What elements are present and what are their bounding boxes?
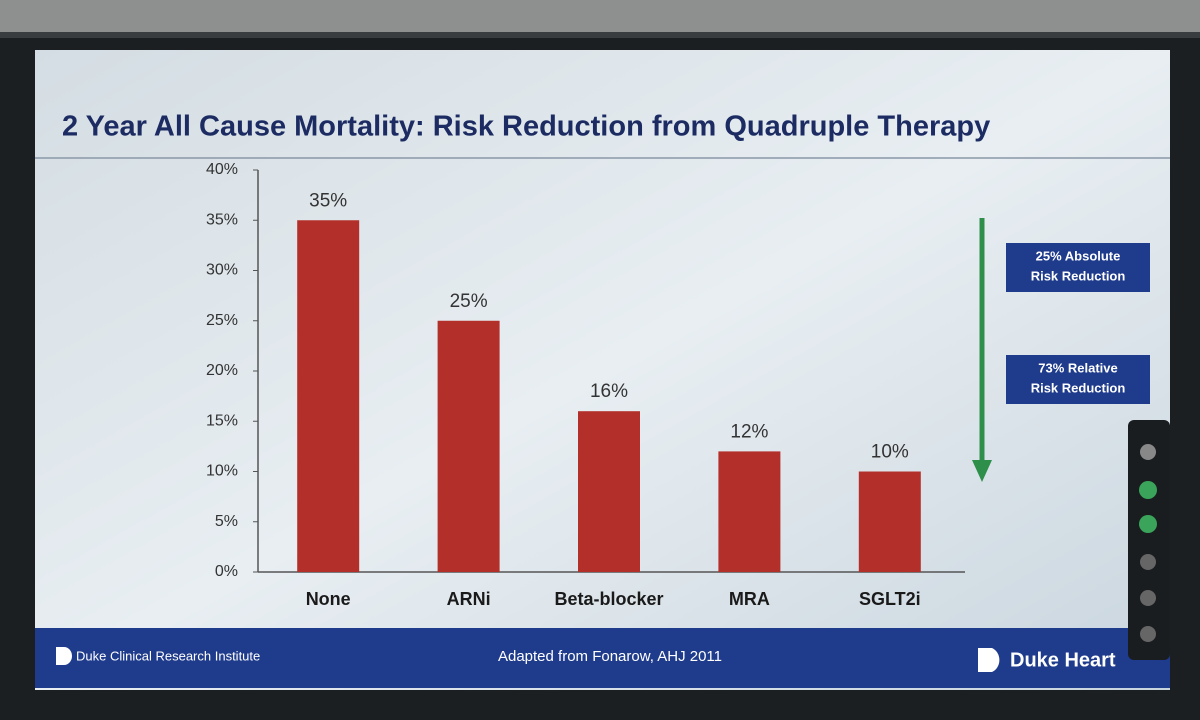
value-label: 35% [309, 190, 347, 211]
toolbar [1128, 420, 1170, 660]
value-label: 25% [450, 291, 488, 312]
bar [437, 320, 500, 572]
logo-left [56, 647, 72, 665]
toolbar-button[interactable] [1140, 626, 1156, 642]
toolbar-button[interactable] [1140, 554, 1156, 570]
footer-left: Duke Clinical Research Institute [76, 648, 260, 663]
x-tick-label: SGLT2i [859, 589, 921, 609]
annotation-box [1006, 355, 1150, 404]
y-tick-label: 5% [215, 513, 238, 530]
value-label: 10% [871, 442, 909, 463]
footer-right: Duke Heart [1010, 649, 1116, 671]
logo-right [978, 648, 1000, 672]
annotation-text: Risk Reduction [1031, 268, 1126, 283]
arrow-head [972, 460, 992, 482]
bar [858, 471, 921, 572]
y-tick-label: 30% [206, 262, 238, 279]
x-tick-label: Beta-blocker [554, 589, 663, 609]
toolbar-button[interactable] [1139, 515, 1157, 533]
toolbar-button[interactable] [1140, 444, 1156, 460]
annotation-text: 73% Relative [1038, 360, 1118, 375]
toolbar-button[interactable] [1140, 590, 1156, 606]
x-tick-label: ARNi [447, 589, 491, 609]
y-tick-label: 10% [206, 463, 238, 480]
wall [0, 0, 1200, 32]
wall-edge [0, 32, 1200, 38]
y-tick-label: 15% [206, 412, 238, 429]
x-tick-label: MRA [729, 589, 770, 609]
y-tick-label: 25% [206, 312, 238, 329]
chart-title: 2 Year All Cause Mortality: Risk Reducti… [62, 111, 990, 143]
x-tick-label: None [306, 589, 351, 609]
annotation-text: 25% Absolute [1036, 248, 1121, 263]
footer-center: Adapted from Fonarow, AHJ 2011 [498, 648, 722, 665]
bar [718, 451, 781, 572]
bar [578, 411, 640, 572]
toolbar-button[interactable] [1139, 481, 1157, 499]
y-tick-label: 40% [206, 161, 238, 178]
value-label: 16% [590, 381, 628, 402]
y-tick-label: 0% [215, 563, 238, 580]
y-tick-label: 35% [206, 211, 238, 228]
value-label: 12% [730, 421, 768, 442]
annotation-box [1006, 243, 1150, 292]
y-tick-label: 20% [206, 362, 238, 379]
annotation-text: Risk Reduction [1031, 380, 1126, 395]
bar [297, 220, 360, 572]
